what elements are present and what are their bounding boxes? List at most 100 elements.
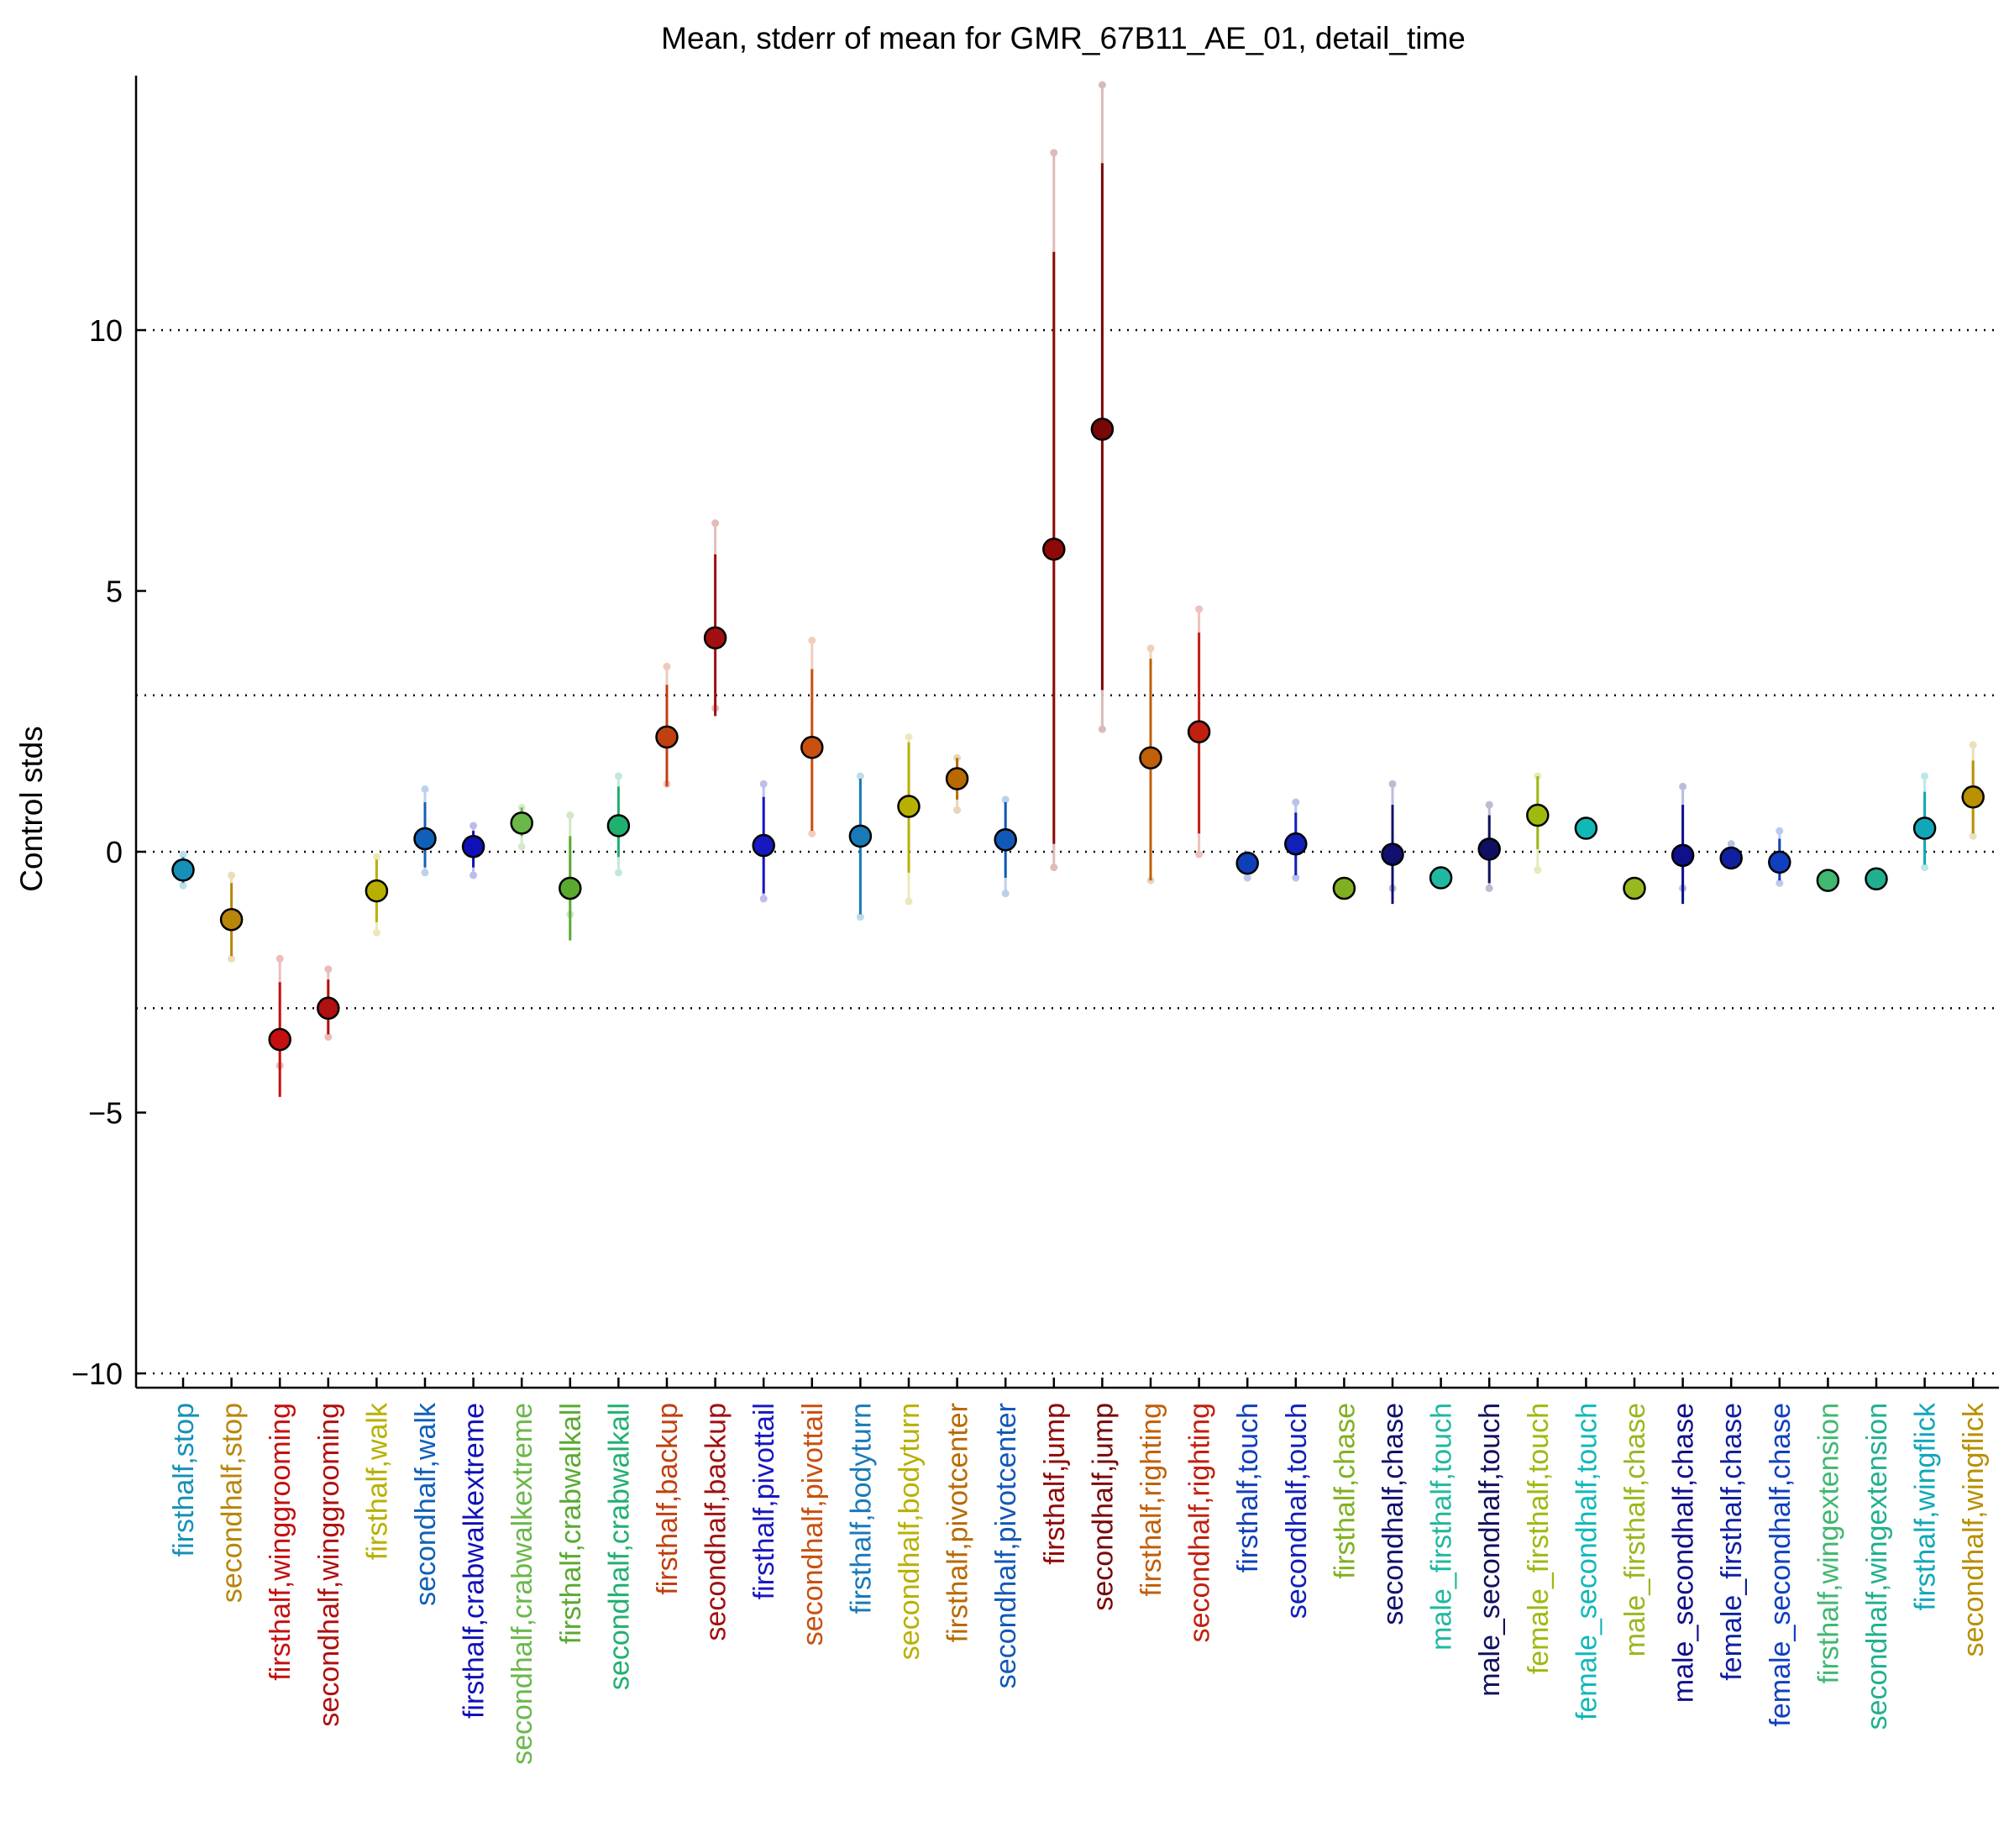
- mean-point: [945, 767, 969, 790]
- mean-point: [848, 824, 873, 848]
- x-tick-label: firsthalf,bodyturn: [845, 1403, 877, 1614]
- outer-interval-end: [421, 785, 429, 793]
- x-tick-label: secondhalf,crabwalkall: [603, 1403, 635, 1690]
- mean-point: [1816, 869, 1840, 892]
- outer-interval-end: [953, 806, 962, 814]
- mean-point: [1768, 850, 1791, 874]
- x-tick-label: firsthalf,backup: [652, 1403, 684, 1595]
- outer-interval-end: [1195, 605, 1204, 613]
- x-tick-label: firsthalf,wingextension: [1812, 1403, 1844, 1684]
- outer-interval-end: [228, 954, 236, 963]
- x-tick-label: firsthalf,chase: [1329, 1403, 1361, 1579]
- x-tick-label: male_firsthalf,chase: [1619, 1403, 1651, 1656]
- outer-interval-end: [372, 928, 380, 937]
- y-tick-label: 10: [89, 313, 123, 348]
- outer-interval-end: [905, 897, 913, 906]
- outer-interval-end: [1534, 866, 1542, 874]
- mean-point: [1139, 746, 1162, 769]
- y-ticks: −10 −5 0 5 10: [71, 313, 146, 1391]
- outer-interval-end: [905, 732, 913, 741]
- outer-interval-end: [1921, 772, 1929, 780]
- outer-interval-end: [1485, 801, 1493, 809]
- x-tick-label: firsthalf,jump: [1039, 1403, 1071, 1565]
- outer-interval-end: [1776, 879, 1784, 887]
- outer-interval-end: [1098, 725, 1106, 733]
- mean-point: [1332, 876, 1356, 900]
- mean-point: [219, 907, 244, 932]
- outer-interval-end: [372, 853, 380, 861]
- mean-point: [1719, 846, 1743, 870]
- outer-interval-end: [1292, 874, 1300, 882]
- outer-interval-end: [1969, 741, 1977, 749]
- outer-interval-end: [1679, 782, 1687, 790]
- outer-interval-end: [759, 895, 768, 903]
- mean-point: [1429, 866, 1453, 890]
- outer-interval-end: [1050, 149, 1058, 157]
- outer-interval-end: [1292, 798, 1300, 806]
- x-tick-label: firsthalf,crabwalkextreme: [459, 1403, 490, 1719]
- outer-interval-end: [179, 850, 187, 858]
- mean-points: [171, 417, 1985, 1052]
- mean-point: [171, 858, 195, 882]
- x-tick-label: male_secondhalf,chase: [1668, 1403, 1700, 1703]
- x-tick-label: secondhalf,righting: [1184, 1403, 1216, 1642]
- mean-point: [365, 879, 389, 903]
- outer-interval-end: [1098, 81, 1106, 89]
- mean-point: [752, 833, 775, 858]
- outer-interval-end: [1921, 864, 1929, 872]
- mean-point: [461, 835, 485, 858]
- x-tick-label: firsthalf,touch: [1232, 1403, 1264, 1572]
- mean-point: [703, 626, 727, 650]
- y-tick-label: 0: [106, 835, 123, 869]
- outer-interval-end: [566, 811, 574, 820]
- y-tick-label: 5: [106, 575, 123, 609]
- outer-interval-end: [179, 881, 187, 890]
- outer-interval-end: [421, 869, 429, 877]
- outer-interval-end: [614, 869, 622, 877]
- x-tick-label: secondhalf,touch: [1281, 1403, 1313, 1619]
- outer-interval-end: [1001, 795, 1010, 804]
- x-tick-label: female_secondhalf,touch: [1571, 1403, 1602, 1720]
- outer-interval-end: [856, 772, 864, 780]
- mean-point: [317, 996, 340, 1021]
- mean-point: [1381, 843, 1404, 866]
- mean-point: [1090, 417, 1115, 441]
- x-tick-label: firsthalf,walk: [361, 1402, 393, 1560]
- reference-lines: [136, 328, 1999, 1375]
- x-tick-label: firsthalf,righting: [1136, 1403, 1167, 1597]
- x-tick-label: firsthalf,crabwalkall: [555, 1403, 587, 1644]
- outer-interval-end: [1001, 890, 1010, 898]
- outer-interval-end: [275, 954, 284, 963]
- outer-interval-end: [1969, 832, 1977, 840]
- x-tick-label: female_secondhalf,chase: [1765, 1403, 1797, 1727]
- outer-interval-end: [228, 871, 236, 879]
- outer-interval-end: [1146, 644, 1155, 653]
- error-bars: [179, 81, 1977, 1097]
- x-tick-label: secondhalf,crabwalkextreme: [506, 1403, 538, 1765]
- outer-interval-end: [324, 1032, 333, 1041]
- mean-point: [1865, 867, 1888, 891]
- outer-interval-end: [324, 965, 333, 974]
- mean-point: [800, 736, 824, 759]
- x-tick-label: secondhalf,wingextension: [1861, 1403, 1893, 1730]
- y-axis-label: Control stds: [14, 726, 49, 891]
- outer-interval-end: [1485, 884, 1493, 892]
- mean-point: [510, 811, 533, 835]
- outer-interval-end: [1243, 874, 1251, 882]
- y-tick-label: −10: [71, 1357, 123, 1391]
- mean-point: [268, 1027, 291, 1052]
- outer-interval-end: [1050, 864, 1058, 872]
- mean-point: [559, 876, 582, 900]
- x-tick-label: secondhalf,pivottail: [797, 1403, 829, 1646]
- x-tick-label: secondhalf,bodyturn: [894, 1403, 926, 1660]
- x-tick-label: male_firsthalf,touch: [1426, 1403, 1458, 1651]
- x-tick-label: secondhalf,chase: [1377, 1403, 1409, 1625]
- x-tick-label: secondhalf,wingflick: [1958, 1402, 1990, 1656]
- x-tick-labels: firsthalf,stop secondhalf,stop firsthalf,w…: [168, 1402, 1990, 1765]
- outer-interval-end: [1195, 850, 1204, 858]
- outer-interval-end: [1388, 780, 1397, 788]
- outer-interval-end: [1776, 827, 1784, 835]
- x-tick-label: firsthalf,winggrooming: [265, 1403, 296, 1681]
- x-tick-label: female_firsthalf,chase: [1716, 1403, 1748, 1681]
